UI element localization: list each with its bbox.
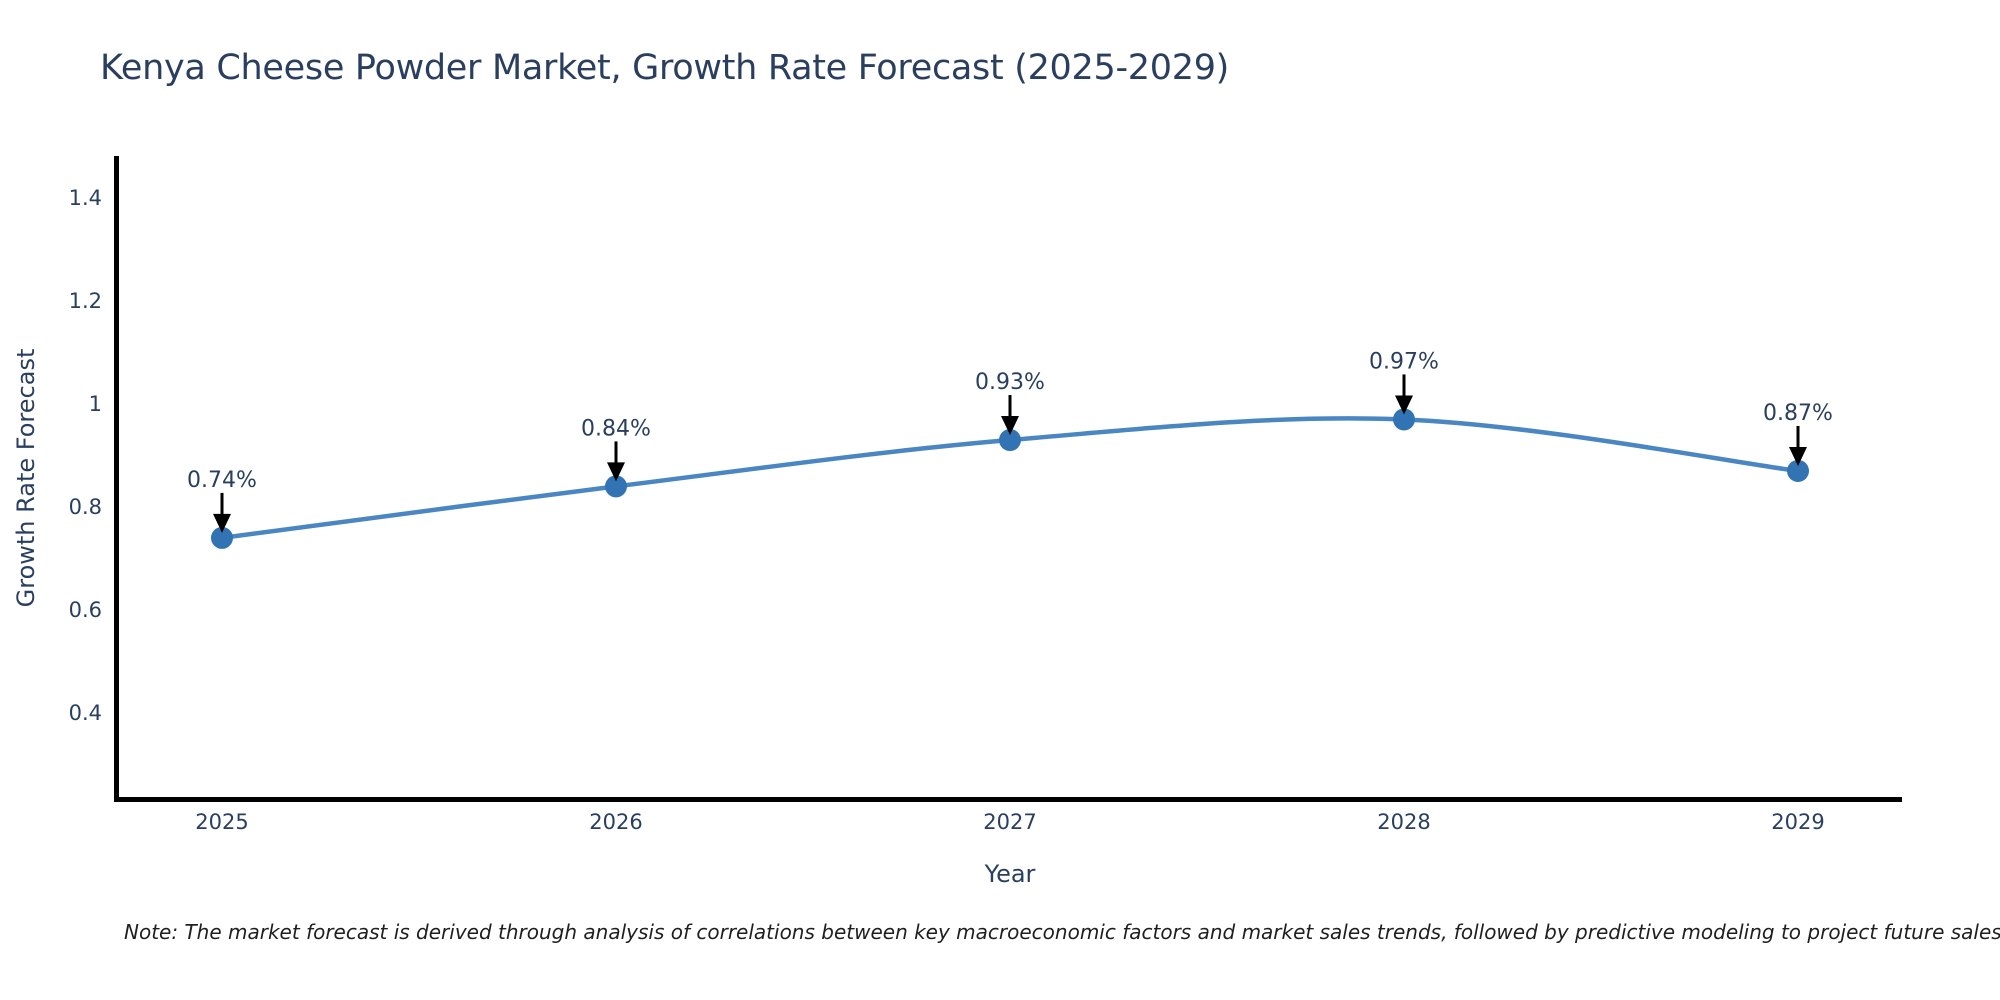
data-point-label: 0.97% [1369, 349, 1439, 374]
x-axis-title: Year [984, 860, 1036, 888]
x-tick-label: 2026 [589, 810, 643, 834]
y-tick-label: 1 [88, 392, 102, 416]
data-point-marker [999, 429, 1021, 452]
annotation-arrowhead-icon [607, 462, 625, 482]
data-point-marker [1787, 459, 1809, 482]
data-point-label: 0.87% [1763, 401, 1833, 426]
annotation-arrowhead-icon [1789, 446, 1807, 466]
data-point-marker [211, 526, 233, 549]
data-point-label: 0.74% [187, 468, 257, 493]
annotation-arrowhead-icon [1395, 395, 1413, 415]
data-point-label: 0.93% [975, 370, 1045, 395]
x-tick-label: 2027 [983, 810, 1037, 834]
y-tick-label: 0.4 [68, 701, 102, 725]
data-point-marker [605, 475, 627, 498]
y-tick-label: 0.8 [68, 495, 102, 519]
y-tick-label: 0.6 [68, 598, 102, 622]
data-point-label: 0.84% [581, 416, 651, 441]
footnote-text: Note: The market forecast is derived thr… [124, 920, 2000, 944]
x-tick-label: 2025 [195, 810, 249, 834]
y-axis-line [114, 156, 119, 802]
data-point-marker [1393, 408, 1415, 431]
y-tick-label: 1.2 [68, 289, 102, 313]
x-tick-label: 2029 [1771, 810, 1825, 834]
annotation-arrowhead-icon [213, 513, 231, 533]
x-tick-label: 2028 [1377, 810, 1431, 834]
x-axis-line [114, 797, 1902, 802]
annotation-arrowhead-icon [1001, 416, 1019, 436]
chart-title: Kenya Cheese Powder Market, Growth Rate … [100, 48, 1230, 88]
y-tick-label: 1.4 [68, 186, 102, 210]
y-axis-title: Growth Rate Forecast [12, 348, 40, 608]
